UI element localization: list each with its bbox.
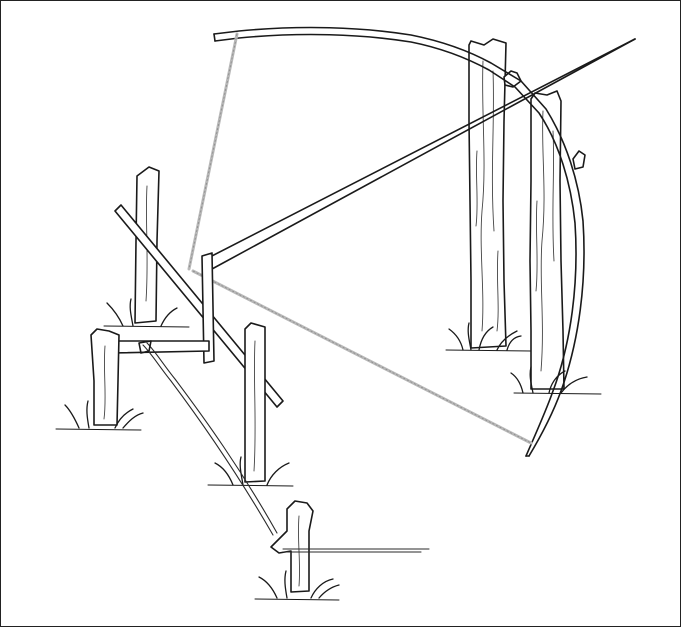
- back-right-post: [468, 38, 522, 349]
- long-spear: [205, 38, 636, 270]
- front-middle-post: [244, 322, 266, 483]
- front-left-post: [90, 328, 120, 426]
- trip-wire: [282, 548, 430, 553]
- stake-grass: [254, 570, 340, 601]
- front-right-post: [529, 90, 586, 390]
- diagonal-bar: [114, 204, 284, 408]
- cords: [187, 32, 533, 445]
- trigger-line: [138, 340, 278, 536]
- front-left-grass: [55, 400, 144, 431]
- front-middle-grass: [207, 456, 294, 487]
- spring-bow: [213, 26, 585, 457]
- trigger-upright: [201, 252, 215, 364]
- back-left-grass: [103, 298, 190, 328]
- trigger-stake: [270, 500, 314, 593]
- back-right-grass: [445, 322, 532, 352]
- crossbar: [110, 340, 210, 354]
- front-right-grass: [510, 366, 602, 395]
